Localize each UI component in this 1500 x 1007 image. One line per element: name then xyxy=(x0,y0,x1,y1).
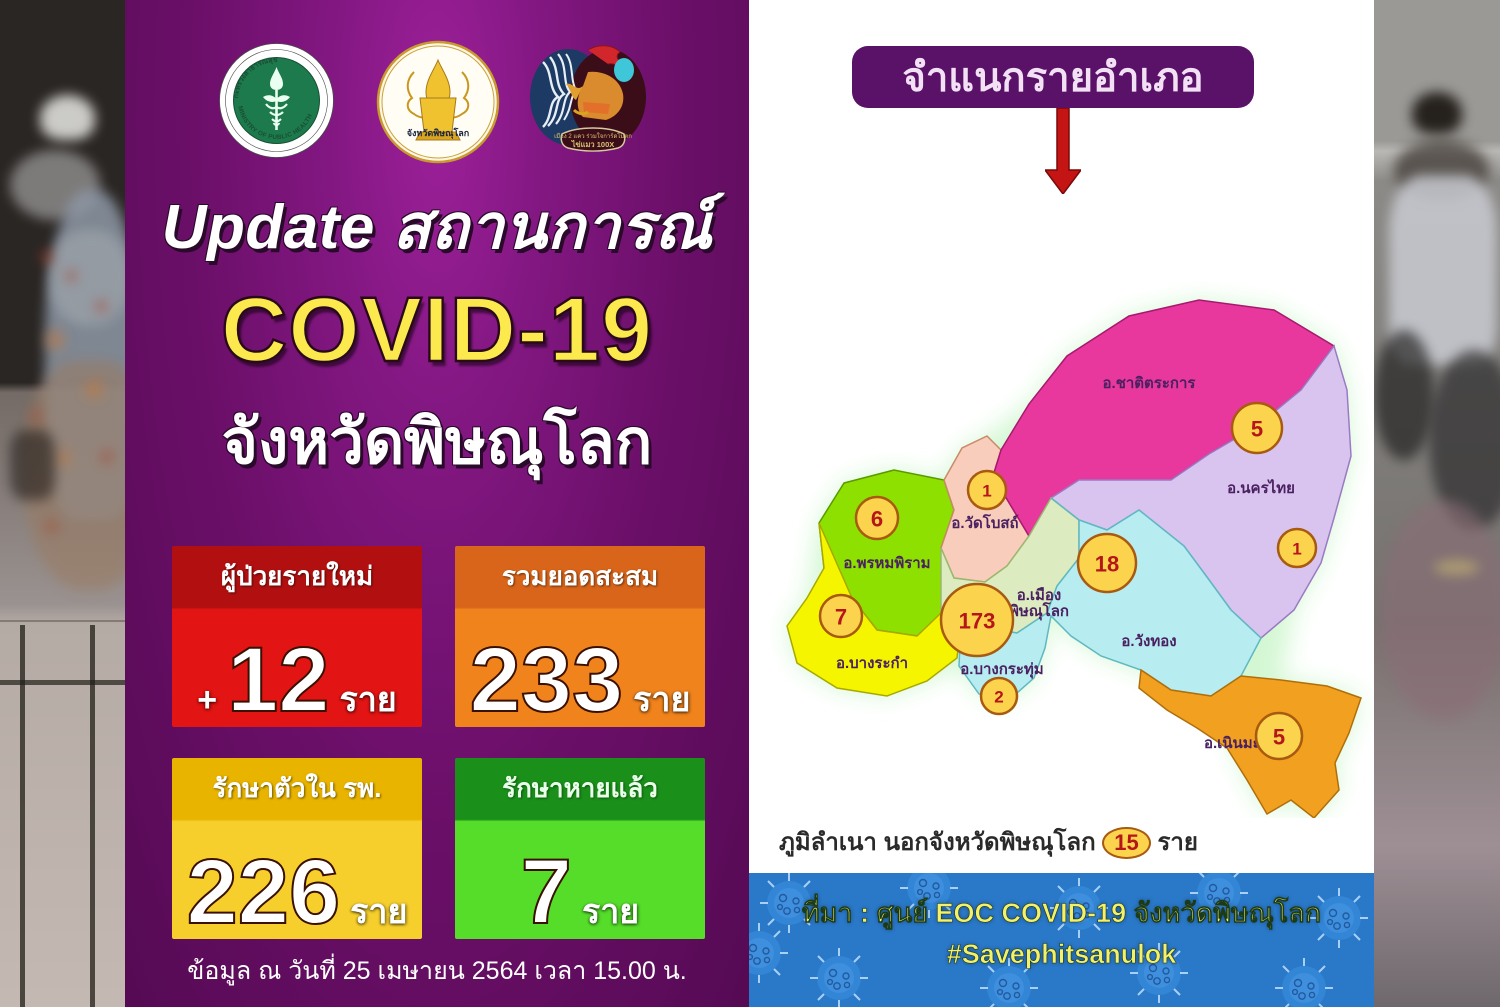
svg-text:อ.วัดโบสถ์: อ.วัดโบสถ์ xyxy=(951,513,1018,532)
svg-text:อ.พรหมพิราม: อ.พรหมพิราม xyxy=(843,554,930,572)
svg-text:6: 6 xyxy=(871,507,883,532)
svg-text:5: 5 xyxy=(1251,417,1263,442)
svg-text:อ.เมือง: อ.เมือง xyxy=(1017,587,1062,604)
svg-text:อ.วังทอง: อ.วังทอง xyxy=(1121,633,1176,650)
svg-text:พิษณุโลก: พิษณุโลก xyxy=(1009,601,1069,621)
svg-text:18: 18 xyxy=(1095,552,1119,577)
svg-text:อ.บางกระทุ่ม: อ.บางกระทุ่ม xyxy=(960,661,1043,679)
svg-text:173: 173 xyxy=(959,609,996,634)
svg-text:จังหวัดพิษณุโลก: จังหวัดพิษณุโลก xyxy=(407,127,470,139)
svg-text:7: 7 xyxy=(835,605,847,630)
svg-text:5: 5 xyxy=(1273,725,1285,750)
svg-text:อ.ชาติตระการ: อ.ชาติตระการ xyxy=(1103,374,1197,392)
svg-text:เมือง 2 แคว ร่วมใจการ์ดไม่ตก: เมือง 2 แคว ร่วมใจการ์ดไม่ตก xyxy=(554,132,632,140)
svg-text:อ.นครไทย: อ.นครไทย xyxy=(1227,478,1295,497)
svg-text:1: 1 xyxy=(1292,540,1301,559)
svg-text:2: 2 xyxy=(994,688,1003,707)
svg-text:1: 1 xyxy=(982,482,991,501)
svg-text:ไข่แมว 100X: ไข่แมว 100X xyxy=(571,139,615,149)
svg-text:อ.บางระกำ: อ.บางระกำ xyxy=(836,655,908,672)
